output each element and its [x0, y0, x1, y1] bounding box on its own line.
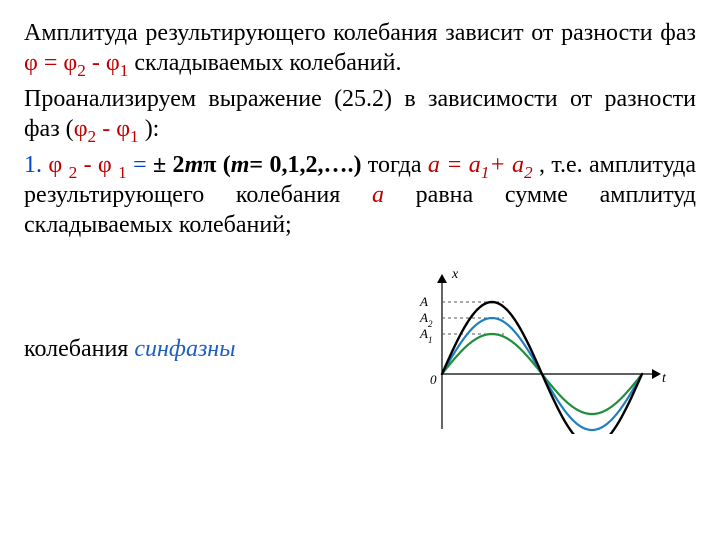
- phi-expr: φ = φ2 - φ1: [24, 50, 128, 76]
- then: тогда: [361, 152, 427, 178]
- phi-lhs: φ 2 - φ 1: [48, 152, 126, 178]
- equals: =: [127, 152, 153, 178]
- phi-diff: φ2 - φ1: [74, 116, 139, 142]
- inphase-word: синфазны: [134, 336, 235, 362]
- paragraph-3: 1. φ 2 - φ 1 = ± 2mπ (m= 0,1,2,….) тогда…: [24, 150, 696, 240]
- amp-eq: a = a1+ a2: [428, 152, 533, 178]
- paragraph-2: Проанализируем выражение (25.2) в зависи…: [24, 84, 696, 144]
- comma: ,: [533, 152, 545, 178]
- text: складываемых колебаний.: [128, 50, 401, 76]
- text: Амплитуда результирующего колебания зави…: [24, 20, 696, 46]
- text: ):: [139, 116, 160, 142]
- bottom-row: колебания синфазны tx0AA2A1: [24, 264, 696, 434]
- sine-chart: tx0AA2A1: [404, 264, 674, 434]
- slide: Амплитуда результирующего колебания зави…: [0, 0, 720, 540]
- svg-text:0: 0: [430, 372, 437, 387]
- svg-text:x: x: [451, 267, 459, 282]
- svg-text:A: A: [419, 294, 428, 309]
- item-number: 1.: [24, 152, 48, 178]
- a-var: a: [372, 182, 384, 208]
- text: колебания: [24, 336, 134, 362]
- rhs: ± 2mπ (m= 0,1,2,….): [153, 152, 361, 178]
- svg-text:t: t: [662, 371, 667, 386]
- inphase-label: колебания синфазны: [24, 336, 324, 363]
- paragraph-1: Амплитуда результирующего колебания зави…: [24, 18, 696, 78]
